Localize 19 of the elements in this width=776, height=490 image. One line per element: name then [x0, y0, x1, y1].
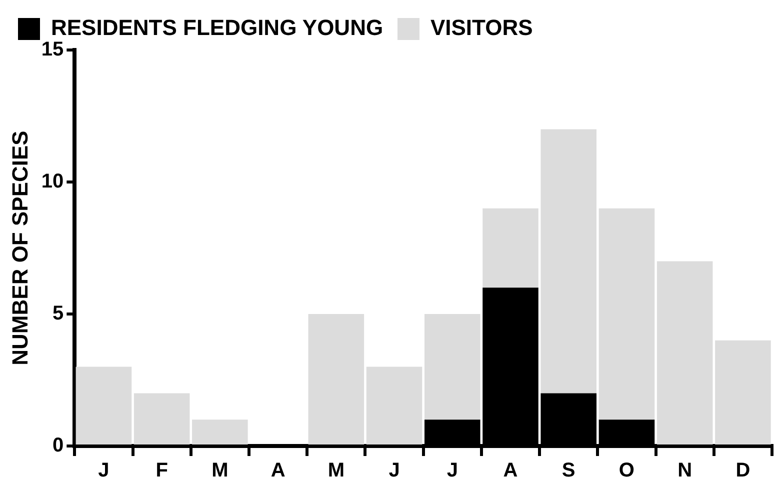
x-tick-label: N	[678, 460, 692, 482]
x-tick-label: M	[212, 460, 228, 482]
x-tick-label: F	[156, 460, 168, 482]
y-tick-label: 10	[41, 170, 64, 193]
y-tick-label: 0	[52, 434, 64, 457]
x-tick-label: J	[446, 460, 458, 482]
x-tick-label: A	[270, 460, 286, 482]
x-tick-label: S	[562, 460, 576, 482]
x-tick-label: D	[736, 460, 750, 482]
x-tick-label: M	[328, 460, 344, 482]
x-tick-label: J	[388, 460, 400, 482]
x-tick-label: A	[503, 460, 518, 482]
y-tick-label: 15	[41, 38, 64, 61]
y-tick-label: 5	[52, 302, 64, 325]
x-tick-label: O	[618, 460, 634, 482]
legend-label: RESIDENTS FLEDGING YOUNG	[51, 15, 384, 40]
legend-label: VISITORS	[430, 15, 533, 40]
y-axis-title: NUMBER OF SPECIES	[7, 130, 32, 366]
x-tick-label: J	[98, 460, 110, 482]
